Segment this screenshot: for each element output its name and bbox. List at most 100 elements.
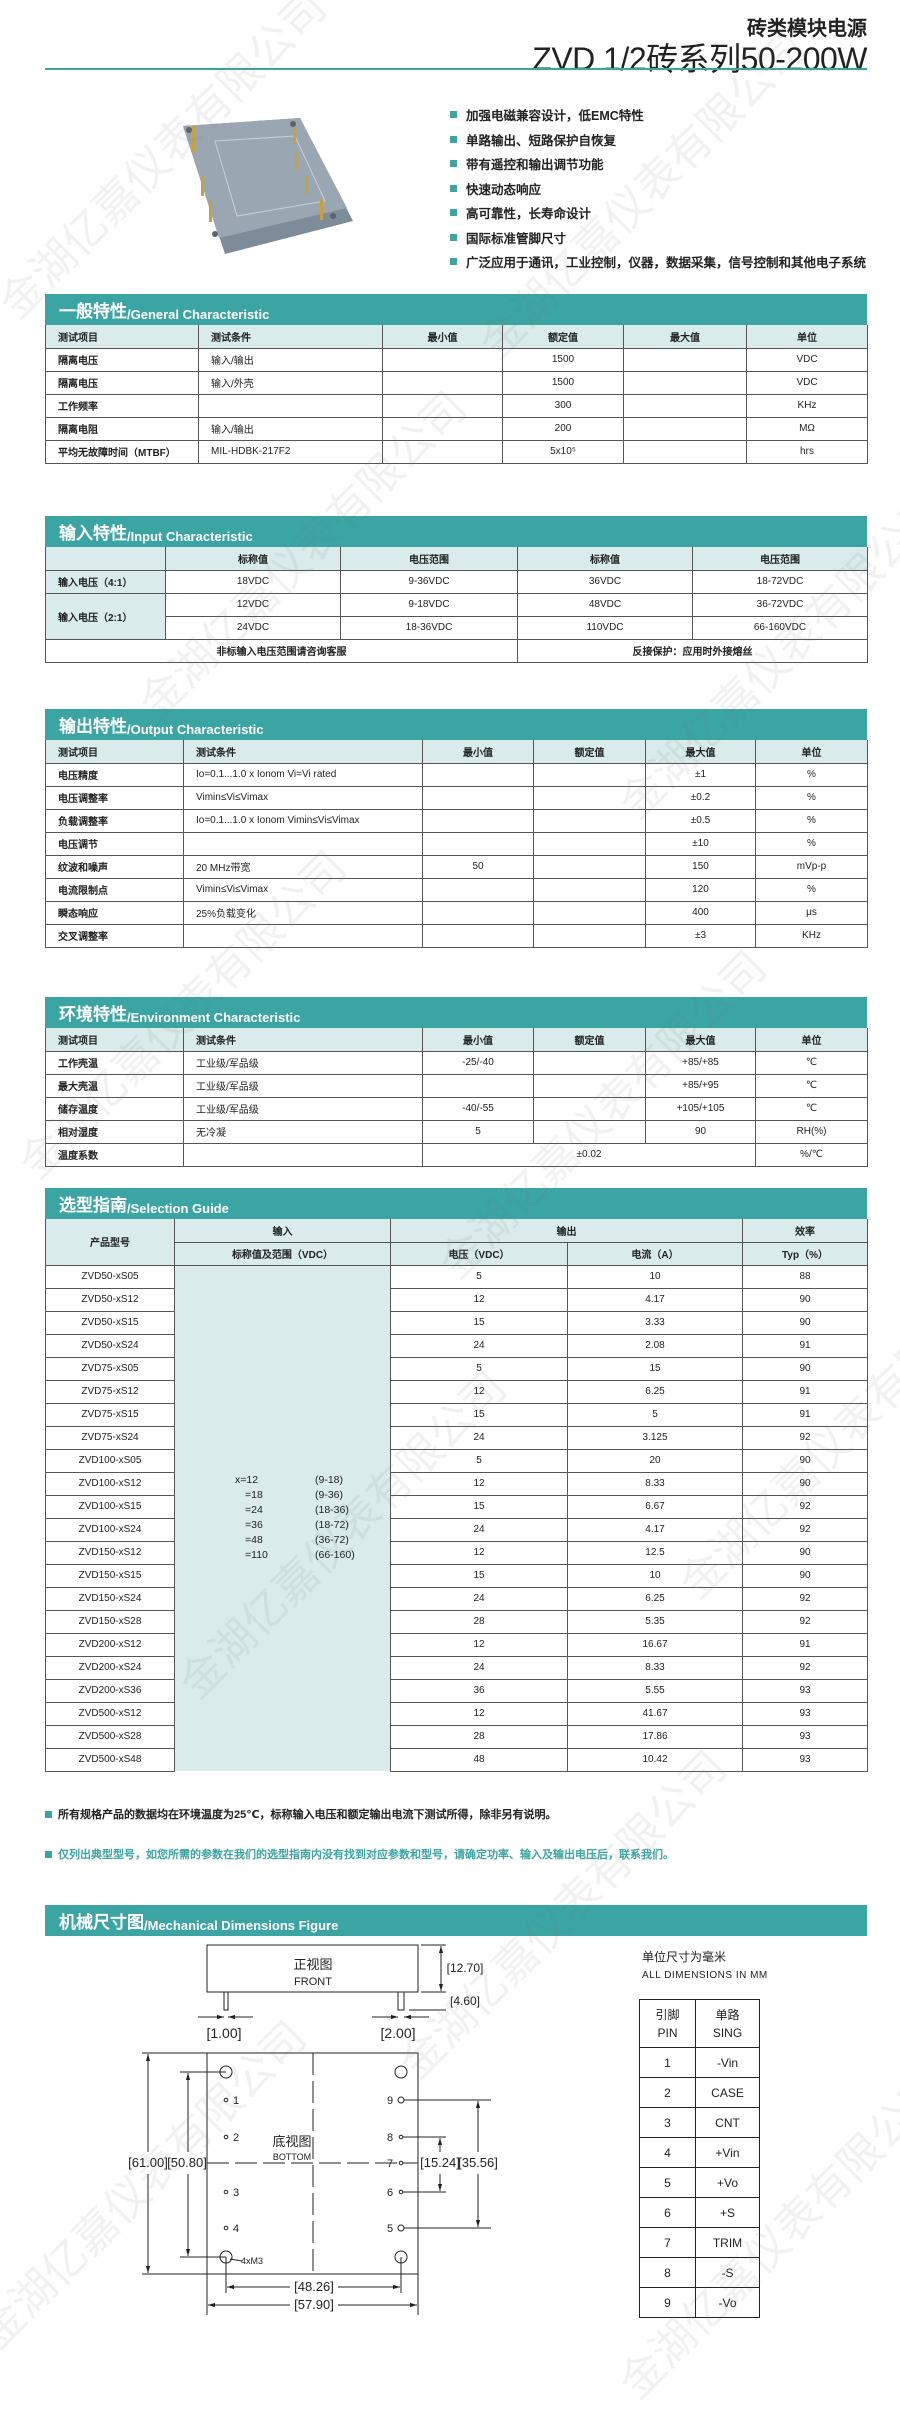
model-cell: ZVD150-xS24 [45,1586,175,1611]
table-cell [533,877,646,902]
table-cell: % [755,877,868,902]
table-row: ZVD50-xS12 12 4.17 90 [45,1287,868,1312]
table-cell: 36 [390,1678,568,1703]
table-row: 电压调节 ±10% [45,831,868,856]
column-header: 最小值 [422,1028,534,1052]
table-cell: 15 [390,1402,568,1427]
table-header-row: 标称值 电压范围 标称值 电压范围 [45,547,868,571]
table-row: 隔离电压 输入/输出 1500 VDC [45,347,868,372]
column-header: 单位 [755,740,868,764]
table-cell [623,393,747,418]
feature-text: 高可靠性，长寿命设计 [466,207,592,221]
table-cell: 瞬态响应 [45,900,184,925]
column-header: 产品型号 [45,1219,175,1266]
pin-row: 9 -Vo [639,2287,760,2318]
table-row: ZVD100-xS24 24 4.17 92 [45,1517,868,1542]
table-header-row: 产品型号 输入 输出 效率 [45,1219,868,1266]
input-range-item: =24 (18-36) [235,1503,386,1518]
model-cell: ZVD150-xS12 [45,1540,175,1565]
table-cell: 负载调整率 [45,808,184,833]
pin-row: 1 -Vin [639,2047,760,2078]
model-cell: ZVD500-xS28 [45,1724,175,1749]
bullet-square-icon [450,233,457,241]
table-cell [183,831,423,856]
column-header: 测试项目 [45,325,199,349]
column-header: 最大值 [645,740,756,764]
units-note-cn: 单位尺寸为毫米 [642,1950,727,1964]
table-cell: 15 [567,1356,743,1381]
table-cell [533,785,646,810]
table-row: ZVD75-xS24 24 3.125 92 [45,1425,868,1450]
table-cell: 工业级/军品级 [183,1073,423,1098]
table-cell: 91 [742,1379,868,1404]
table-row: 温度系数 ±0.02 %/℃ [45,1142,868,1167]
table-row: 电压调整率 Vimin≤Vi≤Vimax ±0.2% [45,785,868,810]
table-row: ZVD200-xS36 36 5.55 93 [45,1678,868,1703]
table-cell [183,1142,423,1167]
table-cell: 工业级/军品级 [183,1050,423,1075]
model-cell: ZVD75-xS24 [45,1425,175,1450]
dim-pin-length: [4.60] [450,1994,480,2008]
column-header: 电压（VDC） [390,1242,568,1266]
nominal-voltage: x=12 [235,1474,259,1487]
voltage-range: (9-18) [315,1474,344,1487]
table-cell: 3.125 [567,1425,743,1450]
table-cell: ±1 [645,762,756,787]
feature-item: 加强电磁兼容设计，低EMC特性 [450,105,644,124]
table-cell: 反接保护：应用时外接熔丝 [517,638,868,663]
pin-header-en: PIN [657,2025,678,2040]
feature-item: 快速动态响应 [450,179,541,198]
model-cell: ZVD500-xS48 [45,1747,175,1772]
table-cell: 5 [422,1119,534,1144]
section-header-output: 输出特性/Output Characteristic [45,709,867,740]
voltage-range: (18-36) [315,1504,349,1517]
table-cell: 3.33 [567,1310,743,1335]
section-title-cn: 一般特性 [59,302,127,321]
table-cell: 交叉调整率 [45,923,184,948]
input-characteristic-table: 标称值 电压范围 标称值 电压范围 输入电压（4:1） 18VDC 9-36VDC 36VDC… [45,547,868,663]
section-header-selection: 选型指南/Selection Guide [45,1188,867,1219]
general-characteristic-table: 测试项目 测试条件 最小值 额定值 最大值 单位 隔离电压 输入/输出 1500 VDC 隔离电压输… [45,325,868,464]
pin-number: 3 [639,2107,696,2138]
table-cell: Vimin≤Vi≤Vimax [183,785,423,810]
table-row: 电流限制点 Vimin≤Vi≤Vimax 120% [45,877,868,902]
table-cell: 输入/外壳 [198,370,383,395]
table-cell: 15 [390,1310,568,1335]
model-cell: ZVD50-xS05 [45,1264,175,1289]
table-cell: 5 [390,1448,568,1473]
column-header: 最大值 [645,1028,756,1052]
table-cell: 90 [645,1119,756,1144]
table-cell: 5 [390,1264,568,1289]
pin-label: 2 [233,2132,239,2144]
pin-signal: TRIM [695,2227,760,2258]
section-title-cn: 选型指南 [59,1196,127,1215]
model-cell: ZVD100-xS05 [45,1448,175,1473]
pin-row: 3 CNT [639,2107,760,2138]
table-cell: 17.86 [567,1724,743,1749]
table-cell: 9-18VDC [340,592,518,617]
nominal-voltage: =36 [245,1519,263,1532]
pin-row: 7 TRIM [639,2227,760,2258]
table-cell: 20 [567,1448,743,1473]
bottom-view-label-cn: 底视图 [272,2134,311,2149]
table-header-row: 测试项目 测试条件 最小值 额定值 最大值 单位 [45,1028,868,1052]
table-cell: 88 [742,1264,868,1289]
table-cell [422,1073,534,1098]
table-cell: +105/+105 [645,1096,756,1121]
table-cell: 28 [390,1724,568,1749]
pin-label: 3 [233,2187,239,2199]
table-cell: 电压调整率 [45,785,184,810]
front-view-outline [206,1944,419,1993]
voltage-range: (36-72) [315,1534,349,1547]
table-cell [382,439,503,464]
page-title: ZVD 1/2砖系列50-200W [532,41,867,77]
table-cell: %/℃ [755,1142,868,1167]
column-header: 测试项目 [45,740,184,764]
table-cell: 41.67 [567,1701,743,1726]
pin-signal: +Vin [695,2137,760,2168]
note-test-conditions: 所有规格产品的数据均在环境温度为25℃，标称输入电压和额定输出电流下测试所得，除… [45,1806,557,1822]
pin-label: 9 [387,2095,393,2107]
page-subtitle: 砖类模块电源 [747,18,867,40]
column-header: 标称值 [517,547,693,571]
table-cell: 5.35 [567,1609,743,1634]
